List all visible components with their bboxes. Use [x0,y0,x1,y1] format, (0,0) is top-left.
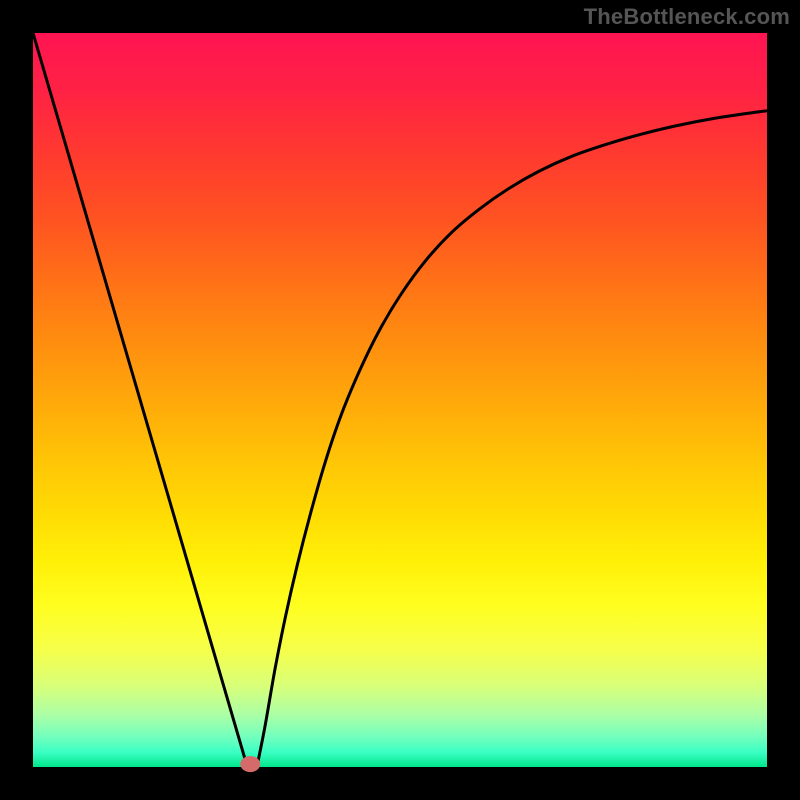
plot-area [33,33,767,767]
gradient-rect [33,33,767,767]
watermark-text: TheBottleneck.com [584,4,790,30]
gradient-background [33,33,767,767]
chart-root: TheBottleneck.com [0,0,800,800]
